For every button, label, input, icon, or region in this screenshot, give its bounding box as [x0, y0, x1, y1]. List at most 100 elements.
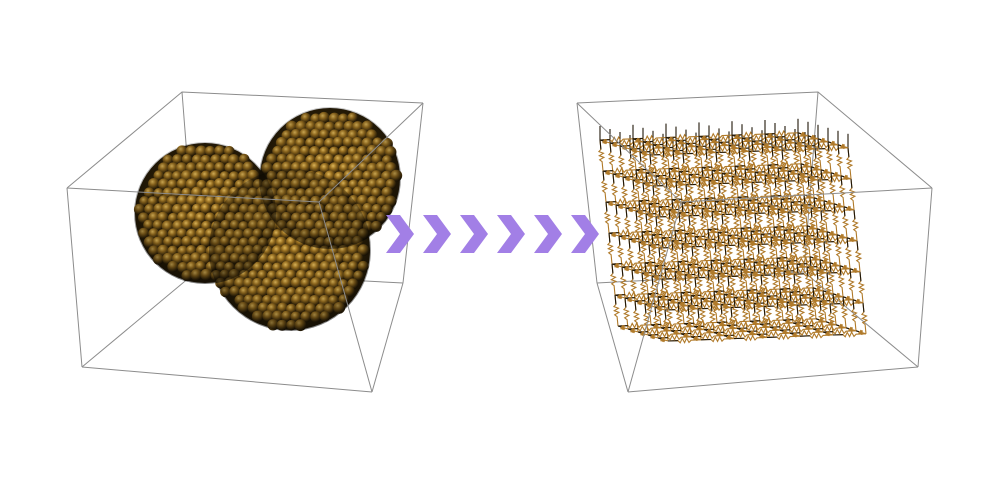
resistor	[814, 144, 849, 152]
wire	[806, 266, 809, 277]
wire	[681, 202, 684, 212]
wire	[812, 287, 815, 298]
wire	[718, 142, 721, 152]
resistor	[714, 200, 726, 206]
wire	[670, 330, 675, 333]
wire	[599, 139, 602, 150]
resistor	[703, 325, 738, 333]
resistor	[655, 296, 664, 328]
wire	[680, 333, 685, 336]
resistor	[726, 324, 738, 330]
resistor	[726, 321, 761, 329]
resistor	[612, 294, 621, 327]
resistor	[786, 256, 821, 264]
wire	[783, 229, 788, 232]
resistor	[660, 323, 695, 331]
wire	[751, 140, 756, 143]
resistor	[776, 253, 811, 261]
wire	[733, 296, 738, 299]
wire	[668, 168, 671, 178]
resistor	[625, 203, 660, 211]
resistor	[671, 198, 683, 204]
wire	[793, 274, 796, 284]
wire	[784, 139, 789, 142]
resistor	[823, 199, 835, 206]
resistor	[734, 203, 769, 211]
resistor	[762, 133, 771, 166]
resistor	[732, 166, 741, 198]
resistor	[668, 167, 680, 173]
wire	[687, 264, 690, 274]
resistor	[749, 320, 761, 326]
resistor	[710, 256, 745, 264]
resistor	[731, 134, 743, 140]
wire	[787, 170, 792, 173]
wire	[657, 296, 662, 299]
wire	[796, 263, 801, 266]
resistor	[837, 143, 849, 150]
resistor	[617, 321, 652, 329]
resistor	[811, 197, 820, 229]
wire	[809, 256, 812, 267]
resistor	[744, 165, 779, 173]
wire	[780, 198, 783, 209]
wire	[612, 173, 617, 176]
resistor	[608, 228, 643, 236]
resistor	[630, 138, 639, 170]
resistor	[779, 284, 814, 292]
wire	[747, 200, 750, 210]
wire	[832, 293, 835, 304]
wire	[830, 172, 833, 183]
chevron	[534, 215, 562, 253]
wire	[705, 149, 708, 159]
resistor	[650, 144, 659, 176]
resistor	[807, 134, 819, 141]
resistor	[784, 138, 796, 145]
resistor	[672, 230, 681, 262]
wire	[740, 227, 745, 230]
resistor	[727, 231, 762, 239]
wire	[690, 295, 693, 305]
resistor	[658, 202, 693, 210]
resistor	[774, 174, 809, 182]
wire	[815, 318, 820, 321]
resistor	[750, 227, 785, 235]
resistor	[760, 230, 795, 238]
wire	[615, 204, 618, 215]
wire	[647, 334, 652, 337]
resistor	[663, 137, 672, 169]
wire	[807, 135, 812, 138]
resistor	[610, 173, 619, 206]
wire	[710, 301, 713, 311]
wire	[849, 268, 854, 271]
wire	[806, 225, 809, 236]
wire	[614, 294, 617, 305]
resistor	[768, 195, 777, 228]
wire	[624, 297, 629, 300]
wire	[700, 298, 703, 308]
wire	[677, 261, 680, 271]
resistor	[609, 263, 618, 296]
wire	[645, 172, 650, 175]
wire	[835, 324, 840, 327]
resistor	[730, 262, 765, 270]
resistor	[819, 258, 831, 265]
wire	[723, 293, 728, 296]
wire	[724, 245, 727, 255]
resistor	[667, 336, 702, 344]
resistor	[631, 265, 666, 273]
resistor	[648, 240, 683, 248]
resistor	[767, 202, 802, 210]
wire	[680, 292, 685, 295]
resistor	[698, 173, 733, 181]
wire	[609, 142, 612, 153]
wire	[777, 167, 782, 170]
resistor	[753, 261, 765, 267]
resistor	[827, 262, 836, 294]
wire	[672, 150, 675, 161]
resistor	[766, 292, 801, 300]
wire	[661, 237, 666, 240]
resistor	[708, 138, 720, 144]
wire	[804, 145, 807, 156]
wire	[780, 240, 783, 250]
